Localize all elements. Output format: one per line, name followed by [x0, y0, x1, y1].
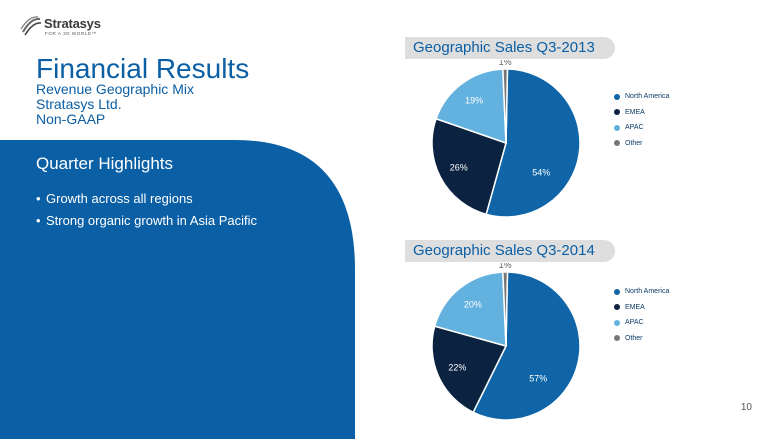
page-number: 10 — [740, 402, 752, 413]
legend-label: EMEA — [625, 108, 645, 116]
logo-mark-icon — [20, 16, 42, 36]
pie-slice-emea — [431, 117, 507, 216]
legend-label: North America — [625, 93, 670, 101]
pie-slice-north-america — [485, 68, 581, 218]
pie-label-emea: 22% — [448, 363, 466, 373]
legend-swatch — [614, 288, 620, 295]
legend-swatch — [614, 140, 620, 147]
legend-label: EMEA — [625, 303, 645, 311]
bullet-item: • Growth across all regions — [36, 191, 193, 206]
legend-label: APAC — [625, 124, 644, 132]
bullet-text: Strong organic growth in Asia Pacific — [46, 213, 257, 228]
legend-item: APAC — [614, 120, 669, 136]
pie-label-other: 1% — [499, 60, 512, 67]
legend-item: APAC — [614, 315, 669, 331]
pie-slice-emea — [431, 325, 508, 414]
stratasys-logo: Stratasys FOR A 3D WORLD™ — [20, 16, 110, 42]
legend-swatch — [614, 304, 620, 311]
logo-tagline: FOR A 3D WORLD™ — [45, 31, 97, 36]
legend-item: North America — [614, 89, 669, 105]
pie-slice-north-america — [472, 271, 581, 421]
pie-label-north-america: 57% — [529, 374, 547, 384]
legend-label: APAC — [625, 319, 644, 327]
pie-label-emea: 26% — [450, 163, 468, 173]
pie-label-other: 1% — [499, 263, 512, 270]
legend-item: Other — [614, 136, 669, 152]
bullet-glyph: • — [36, 191, 41, 206]
slide-title: Financial Results — [36, 53, 250, 84]
legend-swatch — [614, 109, 620, 116]
subtitle-line-2: Stratasys Ltd. — [36, 96, 122, 112]
chart-title: Geographic Sales Q3-2013 — [413, 39, 595, 56]
pie-slice-apac — [433, 271, 507, 347]
chart-legend: North America EMEA APAC Other — [614, 89, 669, 151]
chart-title-band — [405, 37, 615, 59]
chart-title-band — [405, 240, 615, 262]
subtitle-line-1: Revenue Geographic Mix — [36, 81, 194, 97]
legend-label: Other — [625, 139, 643, 147]
chart-title: Geographic Sales Q3-2014 — [413, 242, 595, 259]
pie-slice-other — [502, 271, 509, 347]
legend-swatch — [614, 319, 620, 326]
pie-label-north-america: 54% — [532, 167, 550, 177]
pie-label-apac: 20% — [464, 299, 482, 309]
legend-item: EMEA — [614, 300, 669, 316]
legend-item: Other — [614, 331, 669, 347]
pie-label-apac: 19% — [465, 95, 483, 105]
chart-legend: North America EMEA APAC Other — [614, 284, 669, 346]
pie-chart-q3-2013: 54% 26% 19% 1% — [431, 60, 581, 218]
pie-slice-apac — [435, 68, 507, 145]
pie-slice-other — [502, 68, 509, 144]
logo-wordmark: Stratasys — [44, 16, 101, 31]
bullet-text: Growth across all regions — [46, 191, 193, 206]
legend-label: North America — [625, 288, 670, 296]
bullet-item: • Strong organic growth in Asia Pacific — [36, 213, 257, 228]
subtitle-line-3: Non-GAAP — [36, 111, 106, 127]
section-heading: Quarter Highlights — [36, 154, 174, 173]
legend-item: North America — [614, 284, 669, 300]
bullet-glyph: • — [36, 213, 41, 228]
legend-swatch — [614, 124, 620, 131]
legend-item: EMEA — [614, 105, 669, 121]
legend-swatch — [614, 335, 620, 342]
legend-swatch — [614, 93, 620, 100]
legend-label: Other — [625, 334, 643, 342]
blue-panel-shape — [0, 140, 355, 439]
pie-chart-q3-2014: 57% 22% 20% 1% — [431, 263, 581, 421]
